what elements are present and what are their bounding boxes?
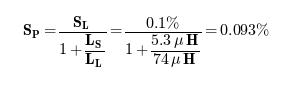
Text: $\mathbf{S_P = \dfrac{S_L}{1+\dfrac{L_S}{L_L}} = \dfrac{0.1\%}{1+\dfrac{5.3\,\mu: $\mathbf{S_P = \dfrac{S_L}{1+\dfrac{L_S}… (22, 15, 270, 70)
